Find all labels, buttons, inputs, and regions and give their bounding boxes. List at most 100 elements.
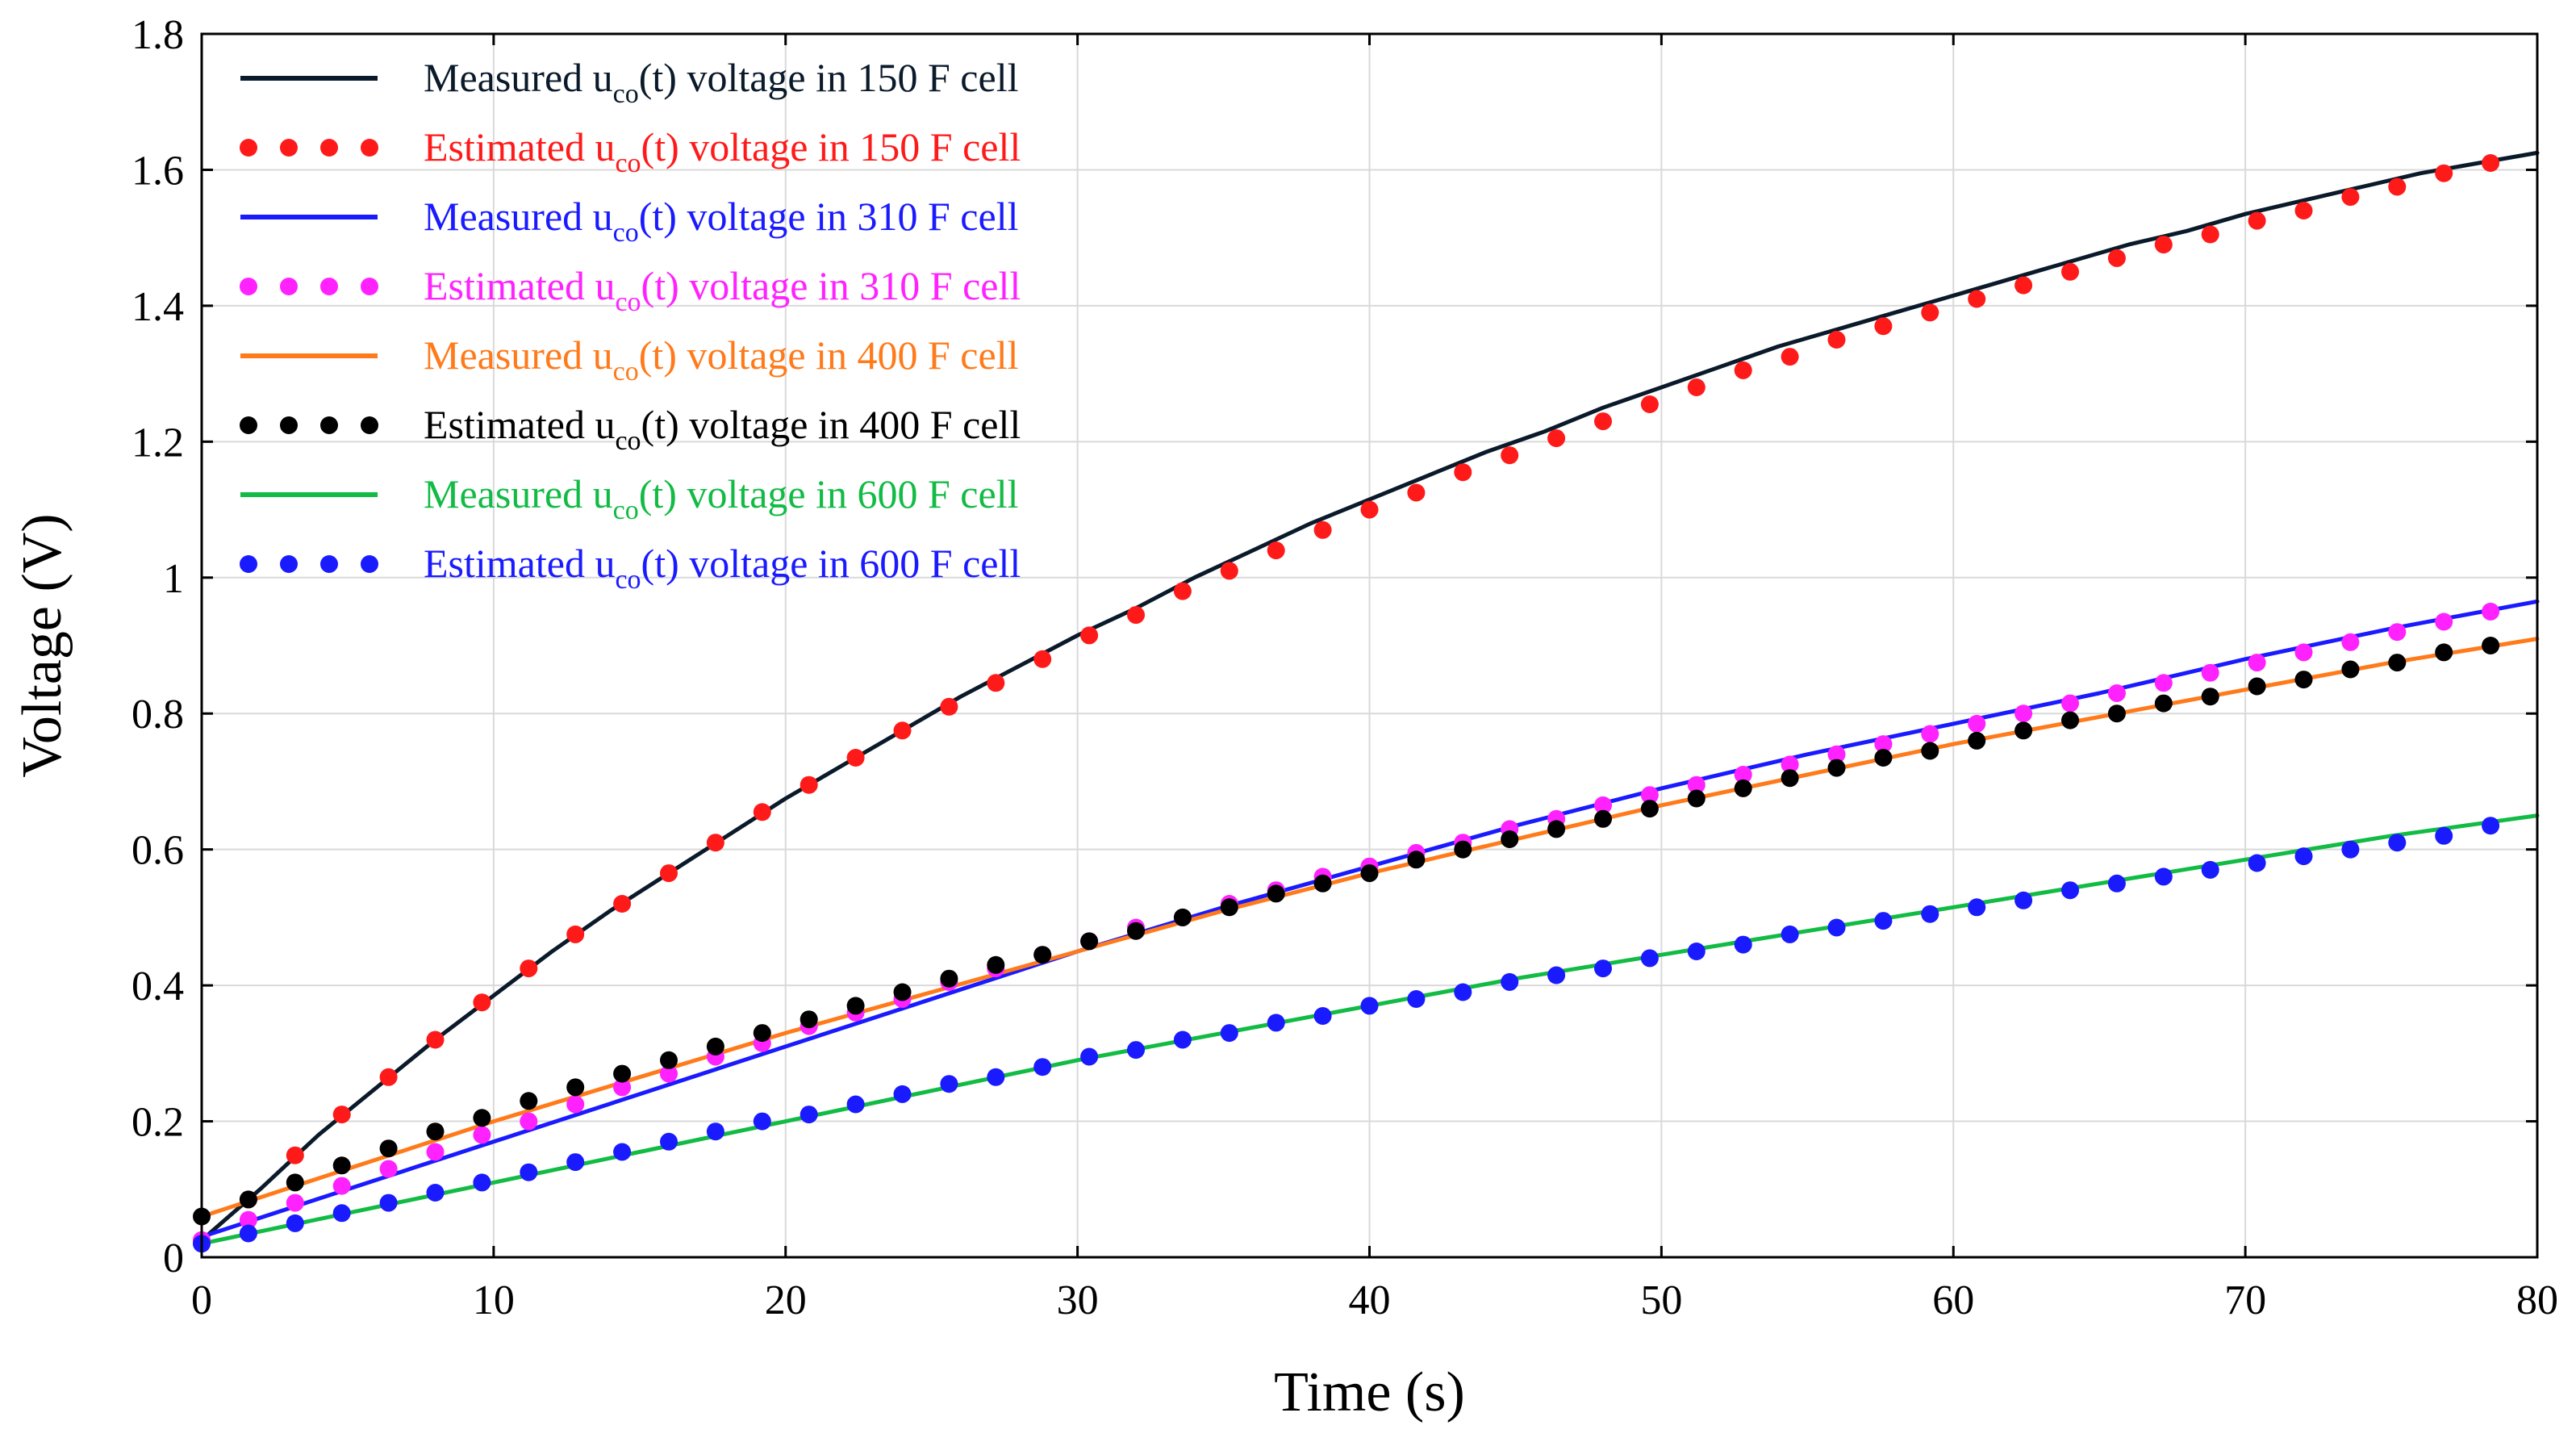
legend-label-subscript: co — [613, 357, 639, 387]
legend-label-prefix: Estimated u — [424, 402, 615, 447]
data-point — [2341, 188, 2360, 207]
legend-label-suffix: (t) voltage in 310 F cell — [641, 263, 1021, 308]
data-point — [2482, 154, 2500, 172]
data-point — [473, 1173, 491, 1192]
data-point — [1594, 809, 1612, 828]
data-point — [1781, 348, 1799, 366]
legend-label-subscript: co — [613, 495, 639, 525]
data-point — [2435, 826, 2453, 845]
y-tick-label: 1.4 — [132, 284, 184, 330]
data-point — [2248, 854, 2266, 872]
legend-item: Estimated uco(t) voltage in 150 F cell — [240, 124, 1021, 178]
data-point — [1220, 898, 1238, 917]
data-point — [566, 1095, 585, 1114]
data-point — [1313, 874, 1332, 892]
data-point — [1127, 1041, 1145, 1060]
data-point — [1874, 735, 1893, 754]
data-point — [1968, 731, 1986, 750]
data-point — [1173, 1030, 1192, 1049]
data-point — [753, 803, 771, 821]
data-point — [2154, 694, 2173, 713]
y-tick-label: 1.8 — [132, 12, 184, 58]
data-point — [566, 1078, 585, 1097]
data-point — [286, 1173, 304, 1192]
data-point — [1874, 317, 1893, 336]
data-point — [1921, 303, 1939, 322]
data-point — [660, 1051, 678, 1069]
legend-label-prefix: Measured u — [424, 332, 613, 378]
data-point — [2248, 677, 2266, 696]
data-point — [2154, 867, 2173, 886]
data-point — [1267, 1014, 1285, 1032]
data-point — [2201, 860, 2219, 879]
data-point — [1874, 912, 1893, 930]
data-point — [2201, 225, 2219, 244]
data-point — [2482, 602, 2500, 621]
data-point — [1968, 290, 1986, 308]
data-point — [987, 674, 1005, 692]
data-point — [893, 1085, 912, 1103]
data-point — [473, 993, 491, 1012]
series-0 — [199, 150, 2540, 1243]
legend-label-suffix: (t) voltage in 150 F cell — [641, 124, 1021, 169]
data-point — [239, 1190, 257, 1209]
data-point — [1734, 935, 1752, 954]
legend-dot-swatch — [280, 139, 298, 157]
data-point — [1687, 775, 1706, 794]
y-tick-label: 0.6 — [132, 828, 184, 874]
data-point — [2294, 202, 2313, 219]
data-point — [1640, 395, 1659, 413]
data-point — [332, 1204, 351, 1223]
data-point — [1827, 918, 1846, 937]
data-point — [2201, 663, 2219, 682]
legend: Measured uco(t) voltage in 150 F cellEst… — [240, 55, 1021, 595]
legend-dot-swatch — [240, 555, 257, 573]
legend-label: Estimated uco(t) voltage in 150 F cell — [424, 124, 1021, 178]
data-point — [1313, 1007, 1332, 1025]
data-point — [1968, 898, 1986, 917]
legend-label-prefix: Estimated u — [424, 124, 615, 169]
legend-dot-swatch — [320, 139, 338, 157]
data-point — [1687, 943, 1706, 960]
legend-item: Measured uco(t) voltage in 310 F cell — [240, 194, 1018, 248]
data-point — [1033, 946, 1052, 964]
data-point — [1407, 851, 1426, 869]
data-point — [520, 1163, 538, 1181]
data-point — [660, 1064, 678, 1083]
legend-label-suffix: (t) voltage in 150 F cell — [639, 55, 1019, 100]
legend-label-subscript: co — [613, 79, 639, 109]
legend-item: Estimated uco(t) voltage in 400 F cell — [240, 402, 1021, 456]
data-point — [1594, 412, 1612, 431]
data-point — [2014, 276, 2033, 295]
data-point — [2154, 674, 2173, 692]
data-point — [940, 697, 958, 716]
data-point — [2014, 704, 2033, 723]
data-point — [1033, 1058, 1052, 1076]
data-point — [426, 1122, 445, 1141]
data-point — [706, 1122, 724, 1141]
data-point — [2294, 671, 2313, 689]
legend-dot-swatch — [320, 416, 338, 434]
x-tick-label: 40 — [1349, 1277, 1391, 1323]
data-point — [613, 1064, 632, 1083]
data-point — [2107, 249, 2126, 267]
legend-label-subscript: co — [615, 148, 641, 178]
legend-label-suffix: (t) voltage in 310 F cell — [639, 194, 1019, 239]
data-point — [1080, 932, 1099, 951]
data-point — [379, 1193, 398, 1212]
data-point — [1827, 745, 1846, 763]
data-point — [1594, 796, 1612, 814]
y-tick-label: 1 — [163, 556, 184, 602]
data-point — [1547, 820, 1566, 838]
data-point — [332, 1106, 351, 1124]
legend-item: Estimated uco(t) voltage in 310 F cell — [240, 263, 1021, 317]
series-7 — [193, 817, 2500, 1253]
data-point — [1921, 905, 1939, 923]
legend-dot-swatch — [361, 555, 378, 573]
data-point — [2482, 637, 2500, 654]
legend-label: Estimated uco(t) voltage in 600 F cell — [424, 541, 1021, 595]
data-point — [2107, 684, 2126, 702]
data-point — [332, 1156, 351, 1175]
legend-dot-swatch — [320, 555, 338, 573]
legend-label-subscript: co — [613, 218, 639, 248]
